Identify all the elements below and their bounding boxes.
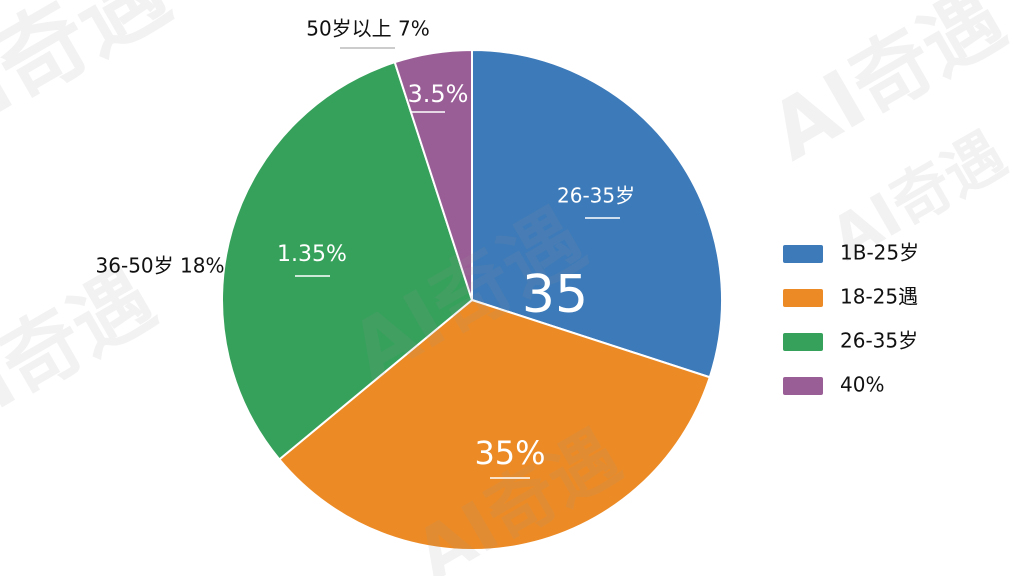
annotation: 26-35岁 [557,184,635,208]
annotation: 35% [474,434,545,472]
legend-label: 26-35岁 [840,329,918,353]
pie-slice [471,48,723,379]
legend-swatch [783,333,823,351]
annotation: 50岁以上 7% [306,17,430,41]
annotation: 36-50岁 18% [96,254,225,278]
legend-label: 1B-25岁 [840,241,919,265]
legend-swatch [783,289,823,307]
legend-label: 18-25遇 [840,285,918,309]
legend-label: 40% [840,373,884,397]
annotation: 35 [522,265,588,325]
pie-slice [277,298,712,551]
annotation: 1.35% [277,242,347,267]
annotation: 3.5% [408,80,469,108]
legend-swatch [783,377,823,395]
legend-swatch [783,245,823,263]
pie-slice [221,60,474,461]
